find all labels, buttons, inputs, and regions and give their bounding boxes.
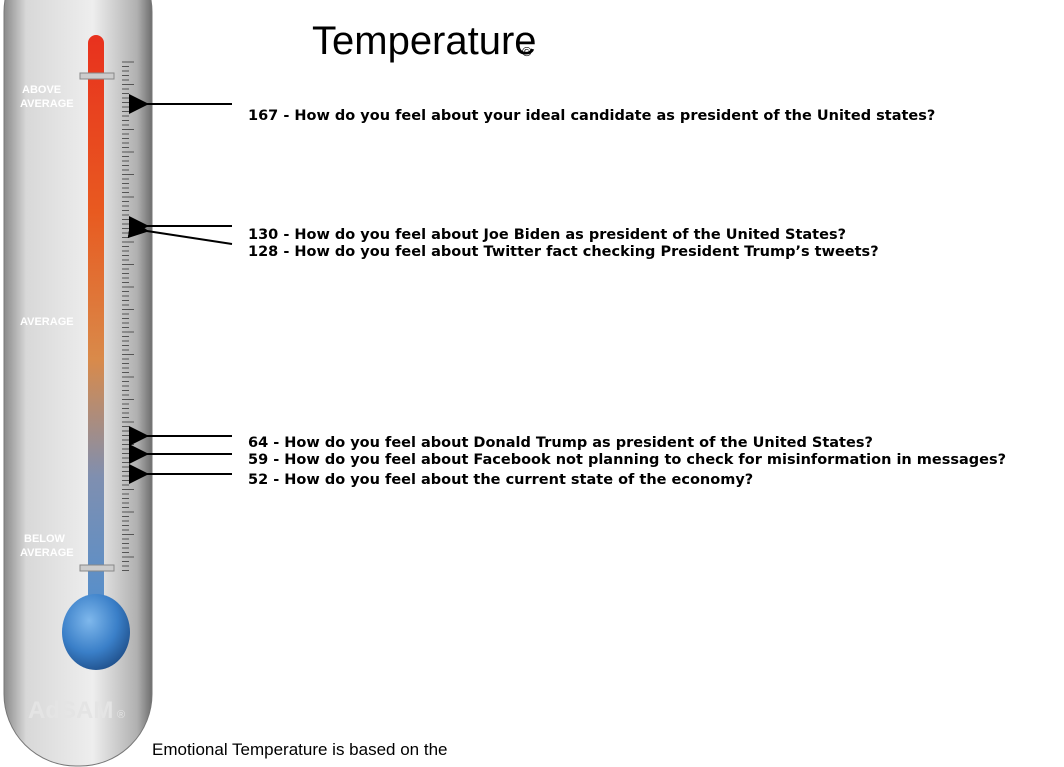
title-mark: © <box>522 44 532 59</box>
item-label: 59 - How do you feel about Facebook not … <box>248 452 1006 468</box>
label-below: BELOW <box>24 533 66 545</box>
arrow <box>127 218 233 245</box>
item-label: 130 - How do you feel about Joe Biden as… <box>248 227 846 243</box>
footnote: Emotional Temperature is based on the <box>152 740 447 759</box>
items: 167 - How do you feel about your ideal c… <box>127 94 1006 488</box>
label-below: AVERAGE <box>20 547 74 559</box>
label-above: AVERAGE <box>20 98 74 110</box>
thermometer-tube <box>88 35 104 625</box>
brand-mark: ® <box>117 709 125 721</box>
label-average: AVERAGE <box>20 316 74 328</box>
brand: AdSAM <box>28 697 113 724</box>
clip <box>79 564 115 572</box>
label-above: ABOVE <box>22 84 61 96</box>
item-label: 52 - How do you feel about the current s… <box>248 472 753 488</box>
thermometer-body <box>3 0 153 767</box>
clip <box>79 72 115 80</box>
item-label: 64 - How do you feel about Donald Trump … <box>248 435 873 451</box>
tick-scale <box>122 61 134 571</box>
thermometer-bulb <box>62 594 130 670</box>
item-label: 128 - How do you feel about Twitter fact… <box>248 244 879 260</box>
title: Temperature <box>312 19 537 63</box>
item-label: 167 - How do you feel about your ideal c… <box>248 108 935 124</box>
